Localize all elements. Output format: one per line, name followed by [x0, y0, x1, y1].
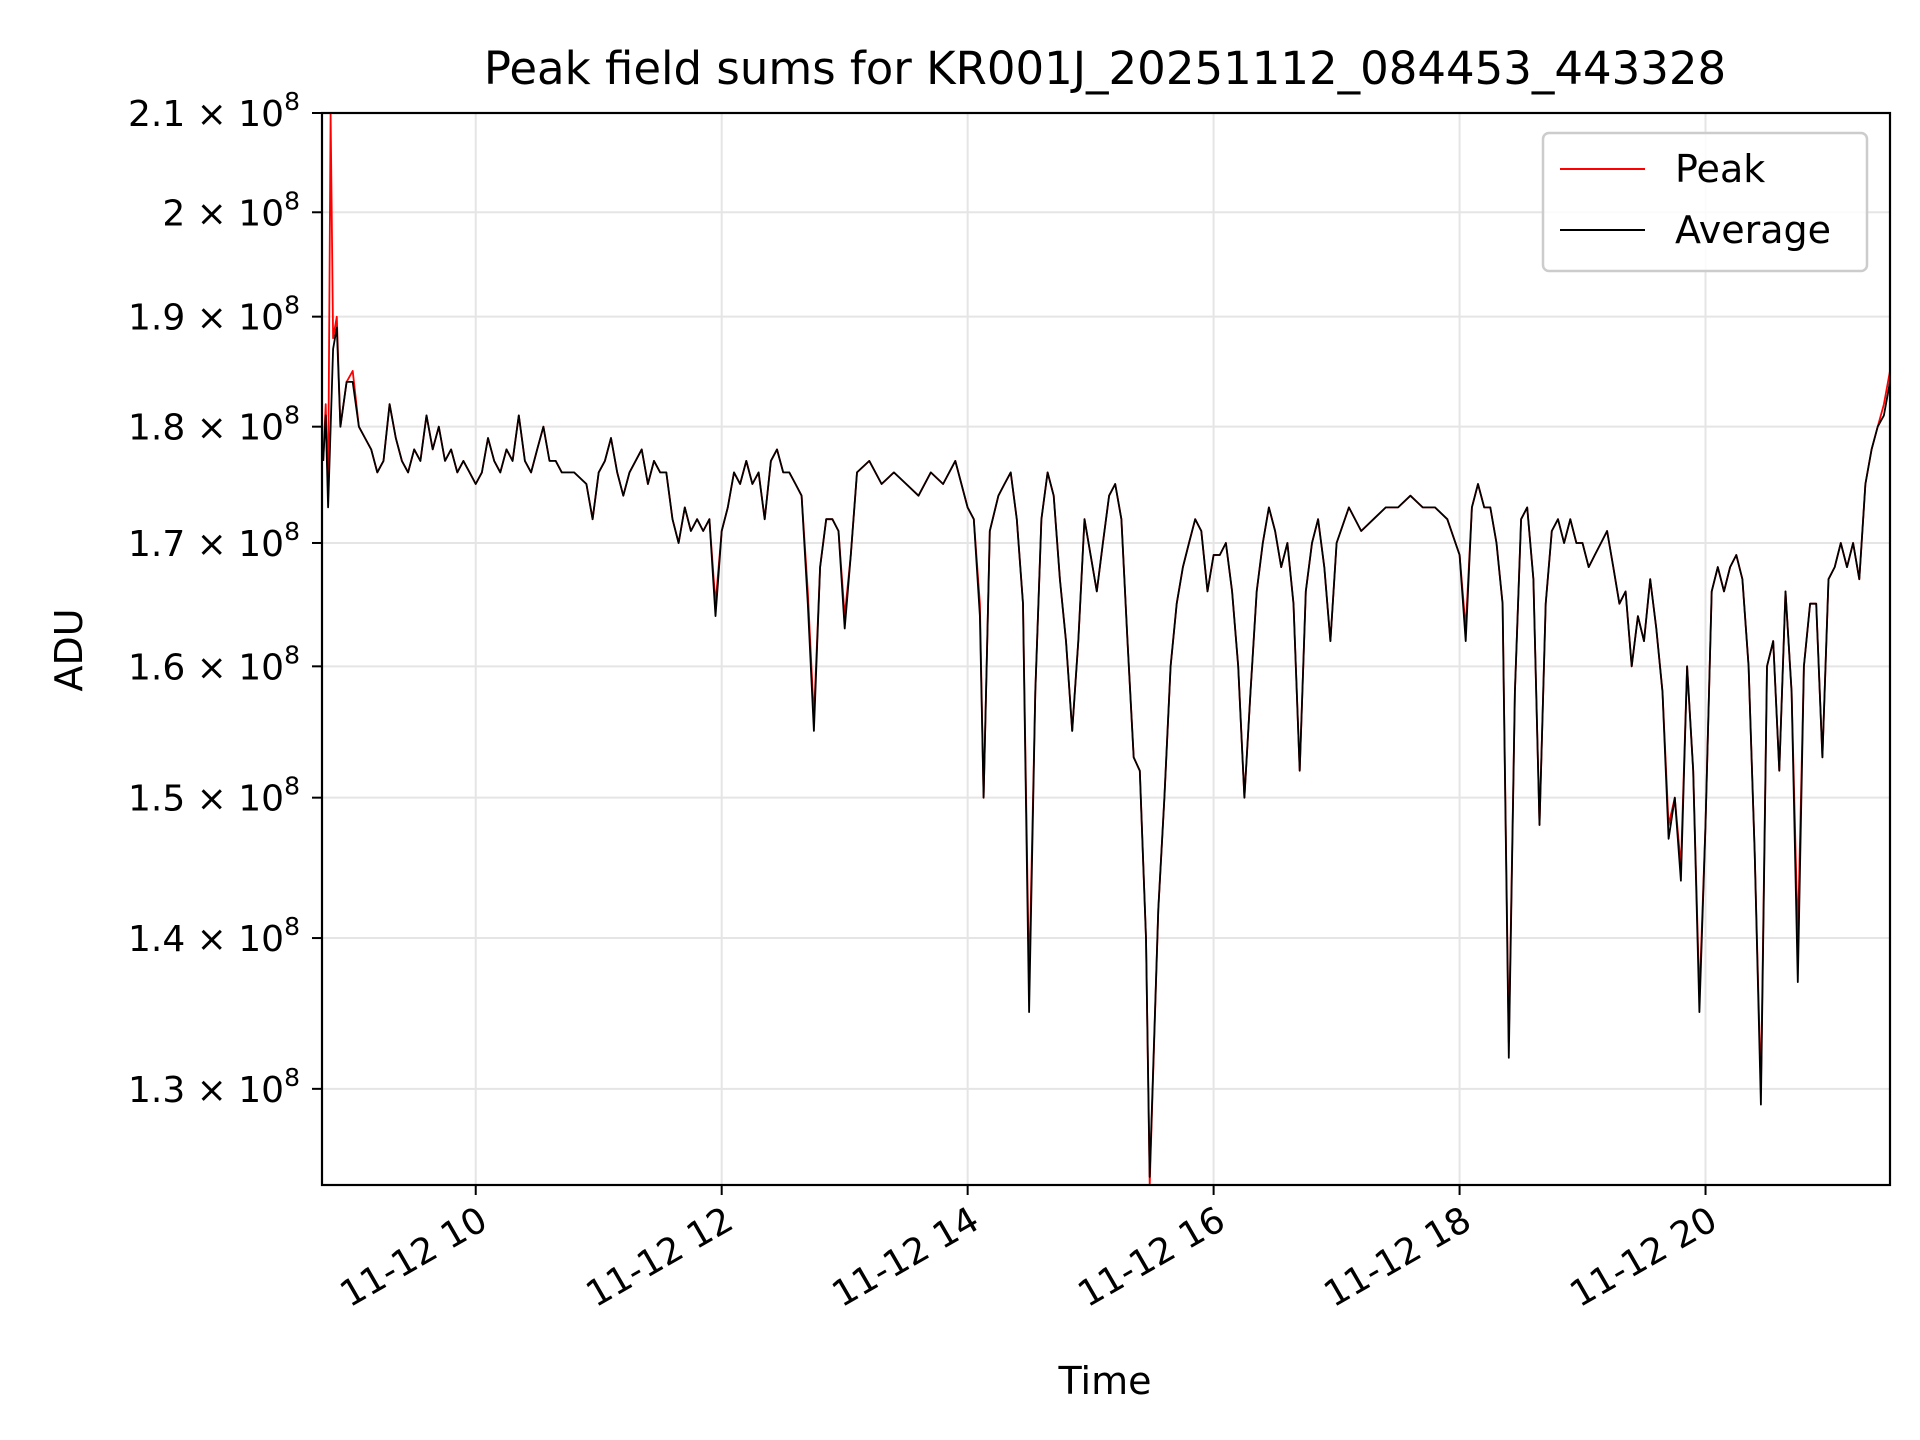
y-tick-exponent: 8 — [284, 912, 300, 941]
y-tick-mantissa: 2 × 10 — [162, 193, 284, 234]
series-line-average — [322, 326, 1890, 1178]
y-tick-mantissa: 1.9 × 10 — [128, 298, 284, 339]
y-tick-exponent: 8 — [284, 291, 300, 320]
y-axis-title: ADU — [47, 608, 91, 691]
y-tick-mantissa: 1.4 × 10 — [128, 919, 284, 960]
x-axis-title: Time — [1058, 1359, 1152, 1403]
y-tick-mantissa: 1.8 × 10 — [128, 408, 284, 449]
y-tick-exponent: 8 — [284, 517, 300, 546]
y-tick-label: 1.9 × 108 — [128, 291, 300, 339]
y-tick-label: 1.4 × 108 — [128, 912, 300, 960]
series-lines — [322, 113, 1890, 1185]
legend-label-average: Average — [1675, 208, 1831, 252]
y-tick-mantissa: 1.6 × 10 — [128, 647, 284, 688]
y-tick-label: 2.1 × 108 — [128, 87, 300, 135]
y-tick-label: 1.5 × 108 — [128, 772, 300, 820]
y-tick-label: 1.7 × 108 — [128, 517, 300, 565]
y-tick-mantissa: 1.3 × 10 — [128, 1070, 284, 1111]
y-tick-mantissa: 1.7 × 10 — [128, 524, 284, 565]
y-tick-exponent: 8 — [284, 640, 300, 669]
y-tick-label: 1.8 × 108 — [128, 401, 300, 449]
y-tick-label: 1.3 × 108 — [128, 1063, 300, 1111]
y-tick-mantissa: 2.1 × 10 — [128, 94, 284, 135]
legend: Peak Average — [1541, 131, 1869, 273]
y-tick-exponent: 8 — [284, 87, 300, 116]
y-tick-exponent: 8 — [284, 186, 300, 215]
y-tick-mantissa: 1.5 × 10 — [128, 779, 284, 820]
y-tick-exponent: 8 — [284, 772, 300, 801]
y-tick-label: 1.6 × 108 — [128, 640, 300, 688]
chart-title: Peak field sums for KR001J_20251112_0844… — [484, 42, 1726, 95]
legend-label-peak: Peak — [1675, 147, 1765, 191]
plot-frame — [320, 111, 1892, 1187]
y-tick-label: 2 × 108 — [162, 186, 300, 234]
legend-box — [1541, 131, 1869, 273]
y-tick-exponent: 8 — [284, 401, 300, 430]
y-tick-exponent: 8 — [284, 1063, 300, 1092]
